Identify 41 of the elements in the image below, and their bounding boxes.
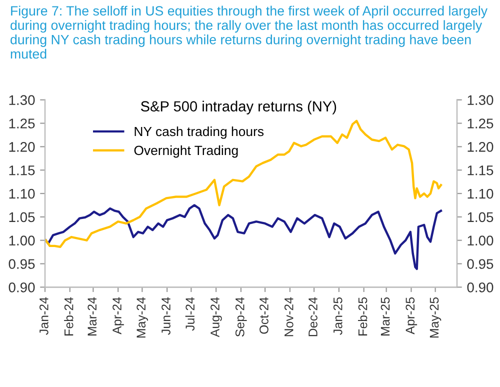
chart-subtitle: S&P 500 intraday returns (NY) bbox=[140, 100, 336, 114]
x-tick-label: Apr-25 bbox=[406, 297, 418, 334]
y-tick-label: 1.15 bbox=[9, 166, 35, 176]
x-tick-label: Jun-24 bbox=[162, 297, 170, 335]
legend-label: Overnight Trading bbox=[134, 145, 238, 158]
x-tick-label: Feb-25 bbox=[358, 297, 368, 336]
x-tick-label: Jul-24 bbox=[185, 297, 195, 331]
x-tick-label: Jan-24 bbox=[40, 297, 48, 335]
x-tick-label: Oct-24 bbox=[260, 297, 268, 334]
y2-tick-label: 1.10 bbox=[468, 188, 494, 199]
y2-tick-label: 0.95 bbox=[467, 259, 494, 269]
y-tick-label: 0.90 bbox=[8, 282, 35, 292]
line-series bbox=[45, 120, 442, 248]
y-tick-label: 1.20 bbox=[9, 142, 35, 152]
x-tick-label: Nov-24 bbox=[284, 297, 294, 336]
y2-tick-label: 0.90 bbox=[467, 282, 494, 292]
x-tick-label: Mar-25 bbox=[380, 297, 390, 336]
legend-label: NY cash trading hours bbox=[134, 126, 264, 139]
chart-title: Figure 7: The selloff in US equities through the first week of April occurred largely during overnight trading hours; the rally over the last month has occurred largely during NY cash trading hours while returns during overnight trading have been muted bbox=[10, 6, 488, 59]
y-tick-label: 1.25 bbox=[9, 118, 35, 128]
y2-tick-label: 1.05 bbox=[468, 212, 494, 222]
x-tick-label: Aug-24 bbox=[210, 297, 222, 338]
y2-tick-label: 1.15 bbox=[468, 166, 494, 176]
y-tick-label: 1.30 bbox=[9, 95, 35, 106]
x-tick-label: Jan-25 bbox=[333, 297, 342, 335]
y2-tick-label: 1.00 bbox=[468, 236, 494, 246]
y-tick-label: 1.00 bbox=[9, 236, 35, 246]
x-tick-label: Sep-24 bbox=[235, 297, 247, 337]
x-tick-label: May-25 bbox=[430, 297, 442, 338]
y-tick-label: 0.95 bbox=[8, 259, 35, 269]
x-tick-label: Apr-24 bbox=[112, 297, 124, 334]
x-tick-label: Dec-24 bbox=[308, 297, 318, 336]
x-tick-label: Mar-24 bbox=[88, 297, 97, 336]
line-series bbox=[45, 204, 442, 270]
y-tick-label: 1.10 bbox=[9, 188, 35, 199]
x-tick-label: Feb-24 bbox=[64, 297, 74, 336]
y-tick-label: 1.05 bbox=[9, 212, 35, 222]
y2-tick-label: 1.25 bbox=[468, 118, 494, 128]
x-tick-label: May-24 bbox=[136, 297, 148, 338]
y2-tick-label: 1.20 bbox=[468, 142, 494, 152]
y2-tick-label: 1.30 bbox=[468, 95, 494, 106]
